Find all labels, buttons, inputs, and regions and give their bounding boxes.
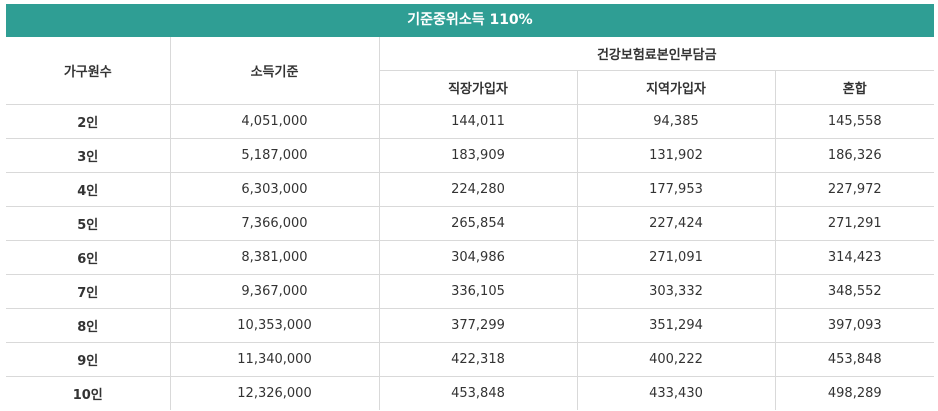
income-cell: 6,303,000 [170,172,380,207]
regional-cell: 177,953 [577,172,776,207]
household-cell: 3인 [6,138,171,173]
income-cell: 9,367,000 [170,274,380,309]
income-cell: 8,381,000 [170,240,380,275]
table-row: 10인 12,326,000 453,848 433,430 498,289 [6,376,934,410]
mixed-cell: 145,558 [775,104,935,139]
header-regional: 지역가입자 [577,70,776,105]
table-row: 5인 7,366,000 265,854 227,424 271,291 [6,206,935,241]
income-table-container: 기준중위소득 110% 가구원수 소득기준 건강보험료본인부담금 직장가입자 지… [6,4,935,410]
table-title: 기준중위소득 110% [6,4,934,37]
header-row-1: 가구원수 소득기준 건강보험료본인부담금 [6,37,935,105]
household-cell: 9인 [6,342,171,377]
mixed-cell: 271,291 [775,206,935,241]
mixed-cell: 186,326 [775,138,935,173]
income-cell: 12,326,000 [170,376,380,410]
income-cell: 5,187,000 [170,138,380,173]
header-mixed: 혼합 [775,70,935,105]
workplace-cell: 183,909 [379,138,578,173]
regional-cell: 271,091 [577,240,776,275]
mixed-cell: 227,972 [775,172,935,207]
workplace-cell: 144,011 [379,104,578,139]
table-row: 7인 9,367,000 336,105 303,332 348,552 [6,274,935,309]
table-row: 8인 10,353,000 377,299 351,294 397,093 [6,308,935,343]
table-row: 4인 6,303,000 224,280 177,953 227,972 [6,172,935,207]
income-cell: 7,366,000 [170,206,380,241]
workplace-cell: 453,848 [379,376,578,410]
household-cell: 7인 [6,274,171,309]
regional-cell: 351,294 [577,308,776,343]
regional-cell: 433,430 [577,376,776,410]
workplace-cell: 336,105 [379,274,578,309]
income-cell: 11,340,000 [170,342,380,377]
workplace-cell: 265,854 [379,206,578,241]
regional-cell: 303,332 [577,274,776,309]
regional-cell: 131,902 [577,138,776,173]
mixed-cell: 498,289 [827,386,882,401]
household-cell: 6인 [6,240,171,275]
income-cell: 10,353,000 [170,308,380,343]
household-cell: 2인 [6,104,171,139]
household-cell: 10인 [6,376,171,410]
header-income: 소득기준 [170,37,380,105]
mixed-cell: 348,552 [775,274,935,309]
household-cell: 8인 [6,308,171,343]
household-cell: 4인 [6,172,171,207]
header-household: 가구원수 [6,37,171,105]
income-table: 가구원수 소득기준 건강보험료본인부담금 직장가입자 지역가입자 혼합 2인 4… [6,37,935,410]
header-row-2: 직장가입자 지역가입자 혼합 [6,70,935,105]
mixed-cell: 453,848 [775,342,935,377]
table-row: 3인 5,187,000 183,909 131,902 186,326 [6,138,935,173]
household-cell: 5인 [6,206,171,241]
workplace-cell: 224,280 [379,172,578,207]
table-row: 9인 11,340,000 422,318 400,222 453,848 [6,342,935,377]
mixed-cell: 397,093 [775,308,935,343]
header-workplace: 직장가입자 [379,70,578,105]
income-cell: 4,051,000 [170,104,380,139]
table-row: 2인 4,051,000 144,011 94,385 145,558 [6,104,935,139]
workplace-cell: 304,986 [379,240,578,275]
mixed-cell: 314,423 [775,240,935,275]
regional-cell: 94,385 [577,104,776,139]
regional-cell: 400,222 [577,342,776,377]
regional-cell: 227,424 [577,206,776,241]
table-row: 6인 8,381,000 304,986 271,091 314,423 [6,240,935,275]
workplace-cell: 377,299 [379,308,578,343]
workplace-cell: 422,318 [379,342,578,377]
header-premium-group: 건강보험료본인부담금 [379,37,935,71]
